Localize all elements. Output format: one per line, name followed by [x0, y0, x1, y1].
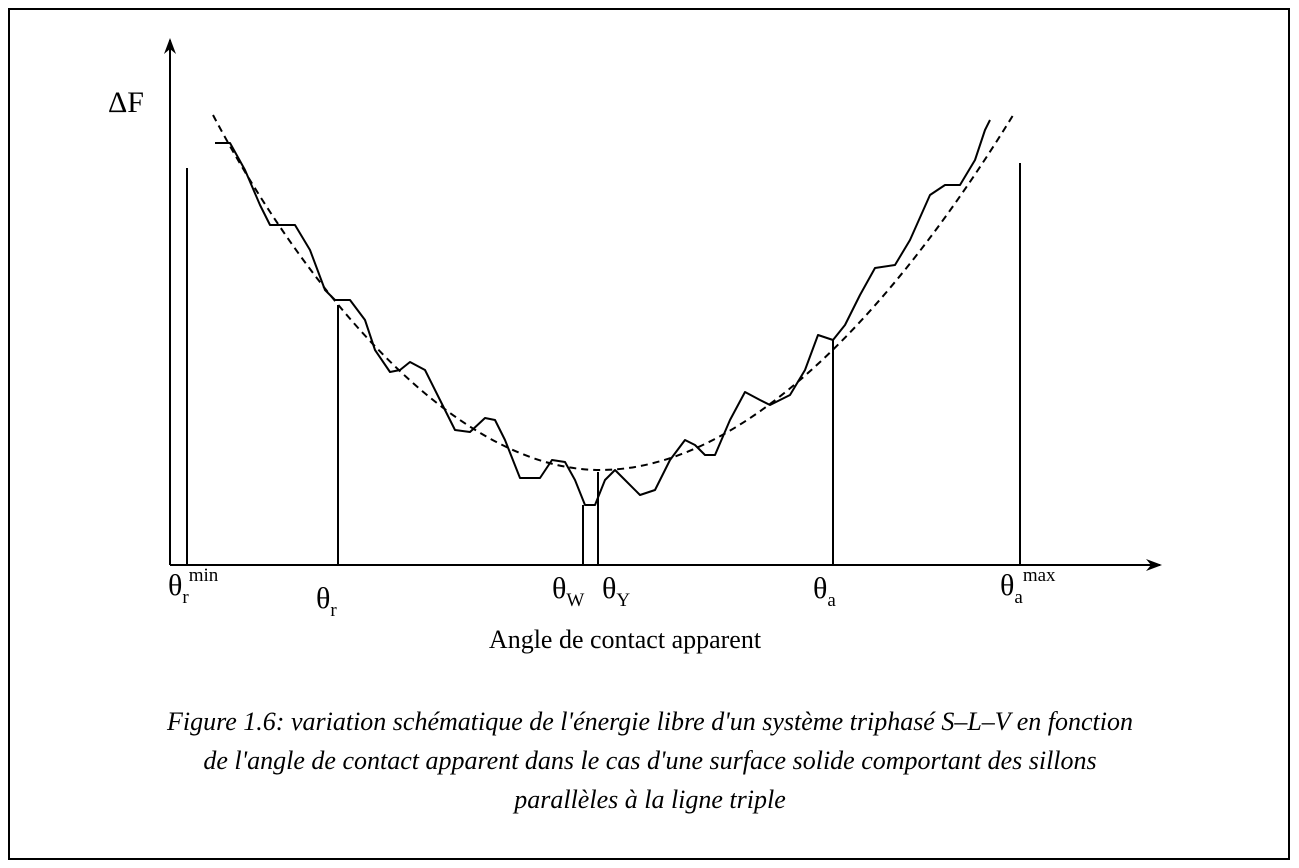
symbol: θ — [316, 582, 330, 615]
caption-line: de l'angle de contact apparent dans le c… — [203, 746, 1096, 775]
x-axis-label: Angle de contact apparent — [489, 625, 762, 654]
marker-label: θa — [813, 572, 836, 611]
subscript: a — [1014, 587, 1023, 608]
marker-label: θrmin — [168, 565, 219, 608]
subscript: a — [827, 590, 836, 611]
frame — [8, 8, 1290, 860]
caption-line: parallèles à la ligne triple — [512, 785, 786, 814]
subscript: r — [330, 600, 337, 621]
marker-label: θr — [316, 582, 337, 621]
marker-lines — [186, 163, 1021, 565]
subscript: W — [566, 590, 584, 611]
marker-label: θamax — [1000, 565, 1056, 608]
subscript: Y — [616, 590, 630, 611]
symbol: θ — [602, 572, 616, 605]
symbol: θ — [168, 569, 182, 602]
subscript: r — [182, 587, 189, 608]
smooth-curve — [212, 111, 1016, 472]
marker-label: θY — [602, 572, 630, 611]
caption-line: Figure 1.6: variation schématique de l'é… — [166, 707, 1133, 736]
symbol: θ — [1000, 569, 1014, 602]
superscript: min — [189, 565, 219, 586]
symbol: θ — [813, 572, 827, 605]
superscript: max — [1023, 565, 1056, 586]
marker-label: θW — [552, 572, 584, 611]
rough-curve — [215, 119, 991, 506]
y-axis-label: ΔF — [108, 86, 144, 119]
symbol: θ — [552, 572, 566, 605]
